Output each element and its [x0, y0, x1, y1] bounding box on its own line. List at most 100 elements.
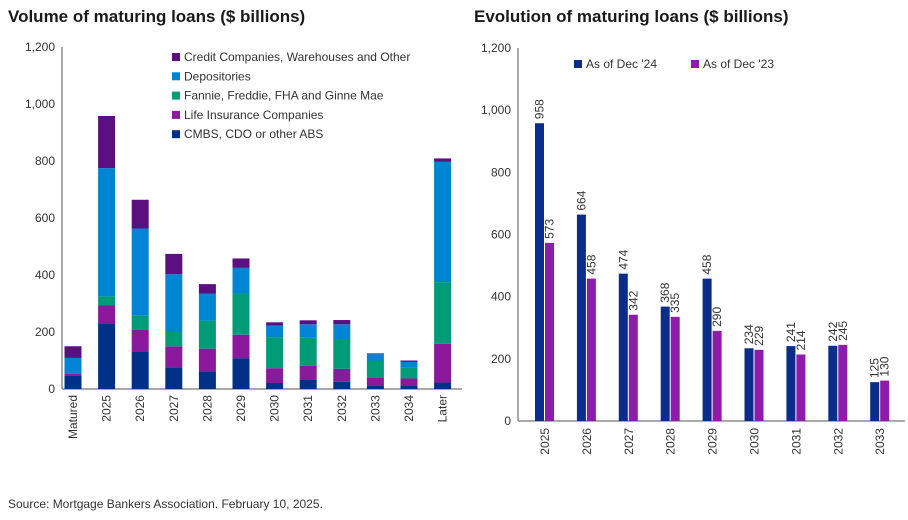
legend-label: Life Insurance Companies: [184, 108, 323, 122]
bar: [618, 273, 628, 421]
bar-segment: [400, 360, 418, 362]
data-label: 125: [868, 358, 882, 378]
bar-segment: [98, 115, 116, 169]
legend-swatch: [691, 60, 699, 68]
bar: [712, 330, 722, 421]
bar-segment: [366, 353, 384, 355]
bar-segment: [165, 253, 183, 275]
x-tick-label: 2032: [335, 395, 349, 422]
bar-segment: [299, 365, 317, 380]
bar-segment: [333, 339, 351, 369]
bar: [586, 278, 596, 421]
bar-segment: [198, 320, 216, 349]
x-tick-label: 2027: [167, 395, 181, 422]
legend-swatch: [574, 60, 582, 68]
bar: [754, 349, 764, 421]
bar-segment: [333, 381, 351, 389]
bar: [880, 380, 890, 421]
x-tick-label: 2033: [368, 395, 382, 422]
x-tick-label: 2033: [873, 428, 887, 455]
y-tick-label: 0: [48, 382, 55, 396]
bar-segment: [400, 367, 418, 379]
data-label: 458: [700, 254, 714, 274]
bar-segment: [266, 322, 284, 326]
data-label: 474: [616, 249, 630, 269]
bar-segment: [266, 368, 284, 384]
bar-segment: [232, 334, 250, 359]
y-tick-label: 600: [491, 228, 511, 242]
legend-swatch: [172, 91, 180, 100]
bar-segment: [64, 357, 82, 374]
bar: [838, 344, 848, 421]
bar-segment: [366, 385, 384, 389]
y-tick-label: 1,200: [25, 40, 55, 54]
x-tick-label: 2029: [234, 395, 248, 422]
x-tick-label: 2028: [664, 428, 678, 455]
bar-segment: [198, 293, 216, 321]
bar-segment: [232, 358, 250, 389]
x-tick-label: 2027: [622, 428, 636, 455]
bar-segment: [165, 274, 183, 332]
x-tick-label: 2031: [789, 428, 803, 455]
x-tick-label: 2032: [831, 428, 845, 455]
data-label: 573: [543, 219, 557, 239]
bar: [796, 354, 806, 421]
x-tick-label: 2028: [200, 395, 214, 422]
bar-segment: [98, 324, 116, 389]
bar-segment: [64, 373, 82, 376]
y-tick-label: 600: [35, 211, 55, 225]
y-tick-label: 1,000: [481, 103, 511, 117]
legend-label: As of Dec '24: [586, 57, 657, 71]
right-chart-title: Evolution of maturing loans ($ billions): [474, 7, 789, 26]
x-tick-label: 2029: [706, 428, 720, 455]
data-label: 214: [794, 330, 808, 350]
bar-segment: [266, 325, 284, 338]
legend-label: Credit Companies, Warehouses and Other: [184, 50, 410, 64]
bar-segment: [98, 305, 116, 325]
data-label: 958: [533, 99, 547, 119]
bar-segment: [333, 320, 351, 325]
bar-segment: [333, 324, 351, 340]
x-tick-label: 2030: [748, 428, 762, 455]
x-tick-label: Matured: [66, 395, 80, 439]
bar-segment: [98, 168, 116, 297]
legend-swatch: [172, 130, 180, 139]
bar-segment: [131, 315, 149, 331]
bar-segment: [400, 385, 418, 389]
legend-label: As of Dec '23: [703, 57, 774, 71]
y-tick-label: 1,200: [481, 41, 511, 55]
bar-segment: [400, 361, 418, 368]
bar-segment: [366, 360, 384, 378]
bar-segment: [400, 378, 418, 386]
data-label: 241: [784, 322, 798, 342]
y-tick-label: 400: [35, 268, 55, 282]
data-label: 130: [878, 356, 892, 376]
bar-segment: [232, 258, 250, 268]
legend-label: Depositories: [184, 69, 251, 83]
data-label: 234: [742, 324, 756, 344]
y-tick-label: 1,000: [25, 97, 55, 111]
data-label: 290: [710, 307, 724, 327]
x-tick-label: 2034: [402, 395, 416, 422]
bar-segment: [232, 293, 250, 335]
data-label: 229: [752, 325, 766, 345]
y-tick-label: 200: [35, 325, 55, 339]
data-label: 368: [658, 282, 672, 302]
bar: [576, 214, 586, 421]
bar-segment: [198, 284, 216, 294]
legend-swatch: [172, 53, 180, 61]
y-tick-label: 400: [491, 290, 511, 304]
x-tick-label: Later: [436, 395, 450, 422]
bar-segment: [366, 354, 384, 361]
legend-swatch: [172, 110, 180, 119]
x-tick-label: 2026: [580, 428, 594, 455]
bar: [628, 314, 638, 421]
bar-segment: [434, 343, 452, 383]
bar-segment: [266, 383, 284, 389]
bar-segment: [299, 337, 317, 366]
legend-label: CMBS, CDO or other ABS: [184, 127, 323, 141]
legend-label: Fannie, Freddie, FHA and Ginne Mae: [184, 89, 384, 103]
bar-segment: [165, 346, 183, 368]
bar-segment: [434, 158, 452, 162]
